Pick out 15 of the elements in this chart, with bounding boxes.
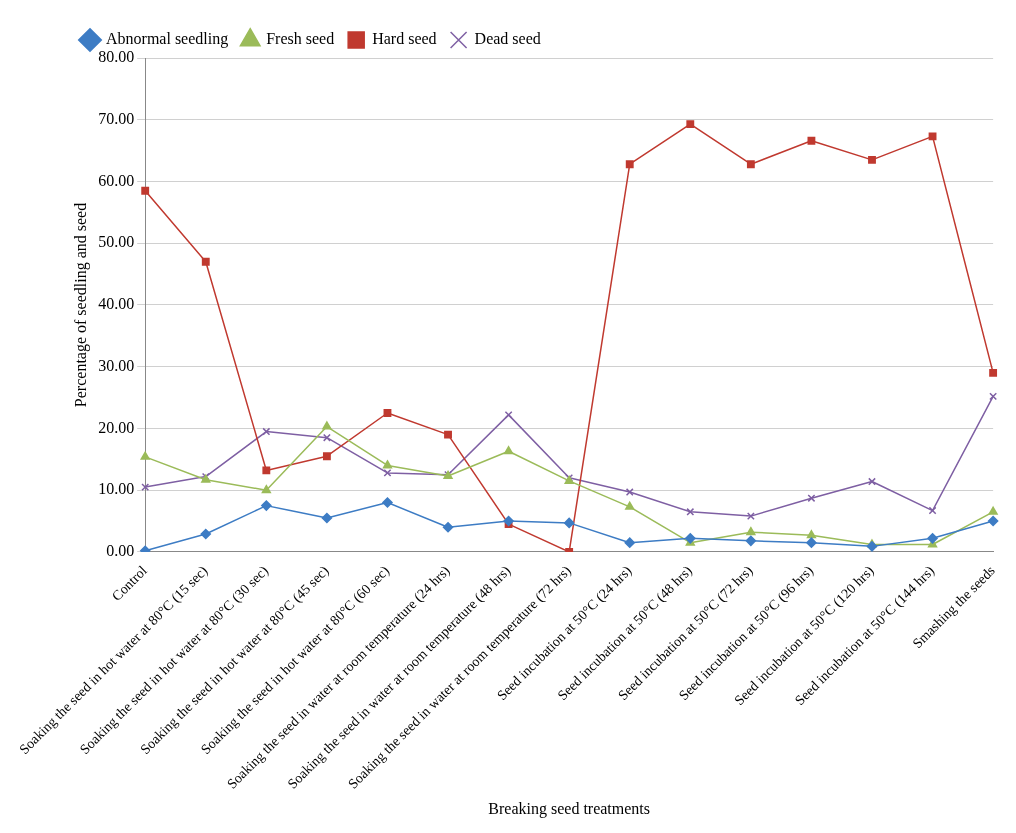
legend-label: Fresh seed (266, 30, 335, 48)
y-tick-label: 80.00 (98, 48, 135, 66)
legend-label: Dead seed (474, 30, 541, 48)
x-axis-title: Breaking seed treatments (488, 799, 651, 818)
y-tick-label: 70.00 (98, 109, 135, 127)
y-tick-label: 30.00 (98, 356, 135, 374)
y-tick-label: 60.00 (98, 171, 135, 189)
y-tick-label: 0.00 (106, 542, 135, 560)
y-tick-label: 10.00 (98, 480, 135, 498)
y-tick-label: 40.00 (98, 295, 135, 313)
legend-label: Hard seed (372, 30, 437, 48)
y-axis-title: Percentage of seedling and seed (71, 202, 90, 408)
y-tick-label: 20.00 (98, 418, 135, 436)
legend-label: Abnormal seedling (106, 30, 229, 49)
y-tick-label: 50.00 (98, 233, 135, 251)
